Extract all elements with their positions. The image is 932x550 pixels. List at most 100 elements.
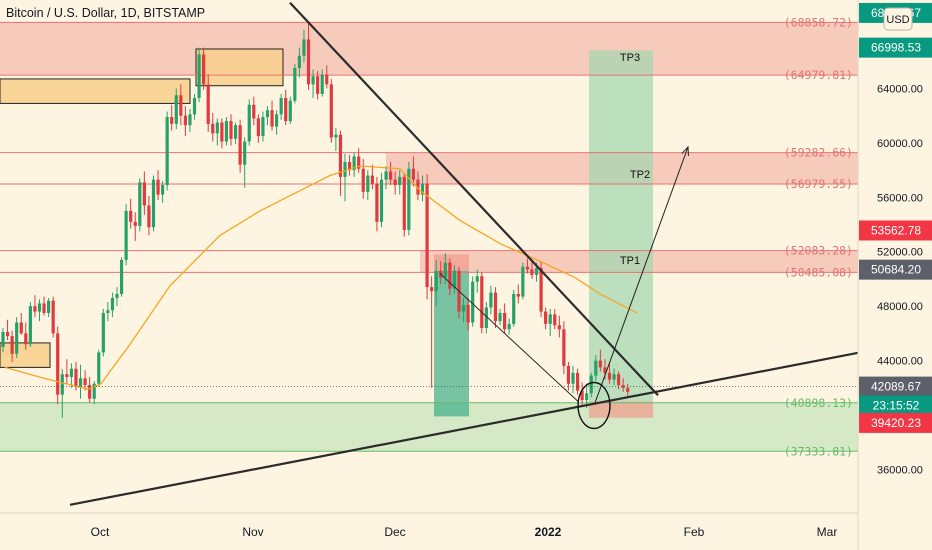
candle-16 <box>74 368 78 387</box>
candle-33 <box>151 179 156 228</box>
y-tick-label-3: 52000.00 <box>877 247 923 259</box>
candle-29 <box>133 221 137 226</box>
trade-profit-zone-jan <box>589 50 653 402</box>
candle-79 <box>361 168 365 192</box>
candle-104 <box>475 276 479 282</box>
candle-123 <box>562 329 566 367</box>
candle-78 <box>357 156 361 169</box>
candle-86 <box>393 179 397 186</box>
order-block-nov <box>195 48 284 87</box>
candle-42 <box>192 97 197 115</box>
candle-37 <box>170 117 174 124</box>
candle-19 <box>88 385 92 399</box>
candle-38 <box>174 95 178 124</box>
demand-zone <box>0 402 860 452</box>
candle-24 <box>110 298 115 311</box>
candle-9 <box>42 303 46 313</box>
candle-113 <box>516 293 520 297</box>
candle-109 <box>498 312 502 322</box>
candle-64 <box>293 68 297 101</box>
candle-92 <box>420 183 425 195</box>
candle-84 <box>384 171 388 180</box>
candle-28 <box>129 210 133 222</box>
x-tick-label-2: Dec <box>384 525 405 539</box>
x-tick-label-5: Mar <box>817 525 838 539</box>
target-label-tp3: TP3 <box>620 52 640 64</box>
candle-105 <box>480 276 484 328</box>
candle-72 <box>329 84 333 138</box>
candle-60 <box>275 114 279 127</box>
level-label-2: (59282.66) <box>784 146 853 160</box>
candle-122 <box>557 325 561 330</box>
candle-0 <box>1 332 5 347</box>
candle-90 <box>411 168 415 180</box>
candle-63 <box>288 100 292 122</box>
candle-58 <box>265 110 270 118</box>
falling-wedge-line <box>439 273 579 402</box>
candle-15 <box>69 368 73 377</box>
candle-128 <box>585 393 589 401</box>
x-tick-label-1: Nov <box>242 525 263 539</box>
candle-94 <box>430 287 434 292</box>
candle-80 <box>366 175 370 192</box>
order-block-left-low <box>0 342 51 368</box>
moving-average-line <box>4 165 638 390</box>
price-badge-1 <box>859 37 932 58</box>
candle-70 <box>320 74 324 94</box>
candle-32 <box>147 205 151 228</box>
candle-131 <box>598 360 602 368</box>
candle-59 <box>270 110 274 127</box>
candle-97 <box>443 262 447 278</box>
candle-116 <box>530 269 534 275</box>
candle-135 <box>617 374 621 386</box>
candle-8 <box>37 303 42 312</box>
candle-98 <box>448 262 452 289</box>
candle-69 <box>316 76 320 94</box>
candle-71 <box>325 74 329 85</box>
candle-102 <box>466 304 470 323</box>
candle-49 <box>224 121 229 142</box>
price-badge-label-1: 66998.53 <box>871 41 921 55</box>
price-badge-3 <box>859 259 932 280</box>
projection-arrow-head <box>681 145 689 156</box>
candle-73 <box>334 134 338 138</box>
candle-137 <box>626 387 630 392</box>
level-label-1: (64979.81) <box>784 68 853 82</box>
candle-111 <box>507 323 511 330</box>
candle-5 <box>24 333 28 345</box>
candle-99 <box>452 270 457 289</box>
currency-button[interactable]: USD <box>883 7 913 31</box>
candle-4 <box>19 322 23 334</box>
candle-65 <box>297 55 301 69</box>
candle-45 <box>206 84 210 124</box>
candle-68 <box>311 76 315 85</box>
candle-20 <box>92 383 96 399</box>
trade-profit-zone-dec <box>434 270 469 417</box>
x-tick-label-4: Feb <box>684 525 705 539</box>
candle-108 <box>493 292 498 322</box>
candle-74 <box>338 134 343 177</box>
y-tick-label-1: 60000.00 <box>877 138 923 150</box>
candle-85 <box>389 171 393 180</box>
candle-62 <box>284 97 288 122</box>
price-badge-label-3: 50684.20 <box>871 263 921 277</box>
candle-54 <box>247 104 251 142</box>
candle-11 <box>51 300 55 334</box>
level-label-0: (68858.72) <box>784 15 853 29</box>
price-badge-4 <box>859 376 932 397</box>
candle-133 <box>607 372 612 380</box>
candle-53 <box>243 141 247 165</box>
candle-118 <box>539 268 543 312</box>
price-badge-label-5: 23:15:52 <box>873 399 920 413</box>
candle-67 <box>306 39 311 85</box>
candle-27 <box>124 210 128 260</box>
candle-3 <box>15 322 19 354</box>
candle-130 <box>594 360 598 376</box>
candle-13 <box>60 374 64 395</box>
candle-103 <box>471 281 475 323</box>
ascending-trendline <box>69 351 861 506</box>
candle-115 <box>525 266 529 270</box>
target-label-tp2: TP2 <box>630 169 650 181</box>
price-badge-5 <box>859 395 932 416</box>
